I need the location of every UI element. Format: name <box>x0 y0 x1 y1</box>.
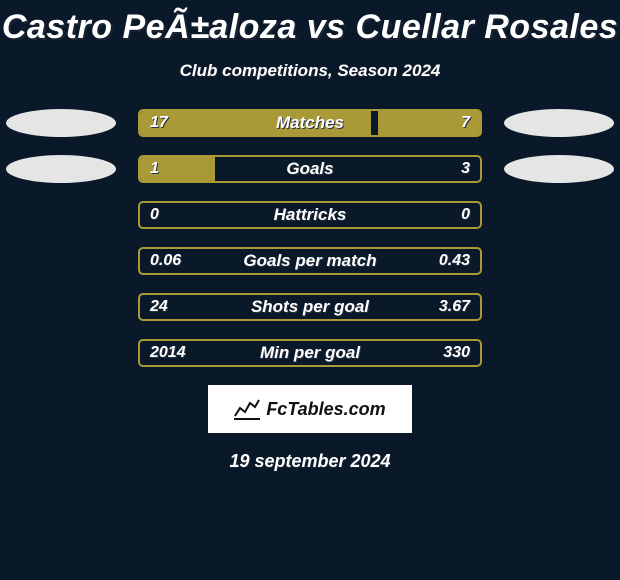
page-subtitle: Club competitions, Season 2024 <box>0 61 620 81</box>
stat-row: 243.67Shots per goal <box>0 293 620 321</box>
stat-label: Hattricks <box>140 203 480 227</box>
player-ellipse-left <box>6 155 116 183</box>
chart-icon <box>234 398 260 420</box>
stat-bar-track: 00Hattricks <box>138 201 482 229</box>
player-ellipse-left <box>6 109 116 137</box>
stat-label: Matches <box>140 111 480 135</box>
player-ellipse-right <box>504 109 614 137</box>
stat-row: 13Goals <box>0 155 620 183</box>
stat-label: Shots per goal <box>140 295 480 319</box>
stat-bar-track: 0.060.43Goals per match <box>138 247 482 275</box>
stat-bar-track: 2014330Min per goal <box>138 339 482 367</box>
logo-text: FcTables.com <box>266 399 385 420</box>
stats-area: 177Matches 13Goals 00Hattricks 0.060.43Goal… <box>0 109 620 367</box>
stat-bar-track: 243.67Shots per goal <box>138 293 482 321</box>
stat-row: 00Hattricks <box>0 201 620 229</box>
stat-row: 2014330Min per goal <box>0 339 620 367</box>
stat-bar-track: 13Goals <box>138 155 482 183</box>
page-title: Castro PeÃ±aloza vs Cuellar Rosales <box>0 0 620 47</box>
stat-row: 0.060.43Goals per match <box>0 247 620 275</box>
date-text: 19 september 2024 <box>0 451 620 472</box>
fctables-logo: FcTables.com <box>208 385 412 433</box>
stat-label: Min per goal <box>140 341 480 365</box>
player-ellipse-right <box>504 155 614 183</box>
stat-label: Goals <box>140 157 480 181</box>
stat-bar-track: 177Matches <box>138 109 482 137</box>
stat-label: Goals per match <box>140 249 480 273</box>
stat-row: 177Matches <box>0 109 620 137</box>
